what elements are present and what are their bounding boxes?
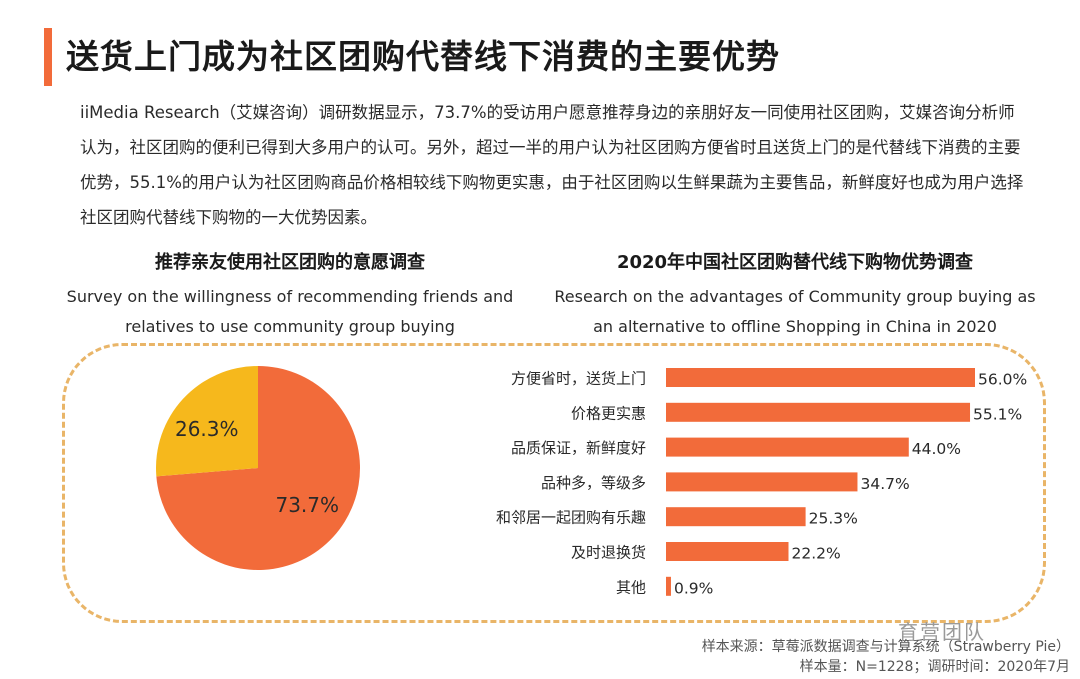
bar-category-label: 价格更实惠	[571, 404, 646, 422]
pie-slice	[156, 366, 258, 477]
bar	[666, 542, 789, 561]
bar-value-label: 34.7%	[860, 475, 909, 493]
sample-note: 样本量：N=1228；调研时间：2020年7月	[799, 659, 1070, 675]
bar-value-label: 55.1%	[973, 405, 1022, 423]
source-note: 样本来源：草莓派数据调查与计算系统（Strawberry Pie）	[701, 639, 1070, 655]
page-title: 送货上门成为社区团购代替线下消费的主要优势	[66, 37, 780, 76]
pie-chart-header: 推荐亲友使用社区团购的意愿调查 Survey on the willingnes…	[50, 250, 530, 342]
bar	[666, 472, 858, 492]
bar-chart-subtitle-line1: Research on the advantages of Community …	[554, 287, 1036, 306]
bar-category-label: 品种多，等级多	[541, 474, 646, 492]
charts-dashed-frame	[62, 343, 1046, 623]
bar-value-label: 25.3%	[809, 510, 858, 528]
bar	[666, 576, 671, 596]
bar-value-label: 44.0%	[912, 440, 961, 458]
bar-chart-subtitle-line2: an alternative to offline Shopping in Ch…	[593, 317, 997, 336]
pie-slice-label: 26.3%	[175, 417, 239, 441]
bar	[666, 368, 975, 387]
pie-chart-subtitle-line1: Survey on the willingness of recommendin…	[66, 287, 514, 306]
bar-category-label: 方便省时，送货上门	[511, 370, 646, 388]
bar-value-label: 22.2%	[791, 545, 840, 563]
bar-category-label: 其他	[616, 578, 646, 596]
bar-category-label: 及时退换货	[571, 544, 646, 562]
pie-slice-label: 73.7%	[275, 493, 339, 517]
pie-slice	[156, 366, 360, 570]
bar	[666, 507, 806, 527]
bar	[666, 402, 971, 422]
intro-paragraph: iiMedia Research（艾媒咨询）调研数据显示，73.7%的受访用户愿…	[80, 103, 1024, 227]
pie-chart-title: 推荐亲友使用社区团购的意愿调查	[155, 252, 425, 273]
bar-category-label: 品质保证，新鲜度好	[511, 439, 646, 457]
title-accent-bar	[44, 28, 52, 86]
bar-category-label: 和邻居一起团购有乐趣	[496, 509, 646, 527]
bar-value-label: 56.0%	[978, 371, 1027, 389]
bar-chart-title: 2020年中国社区团购替代线下购物优势调查	[616, 252, 974, 273]
watermark-text: 育营团队	[898, 620, 986, 644]
bar-chart-header: 2020年中国社区团购替代线下购物优势调查 Research on the ad…	[545, 250, 1045, 342]
pie-chart-subtitle-line2: relatives to use community group buying	[125, 317, 455, 336]
bar-value-label: 0.9%	[674, 579, 713, 597]
bar	[666, 437, 909, 457]
